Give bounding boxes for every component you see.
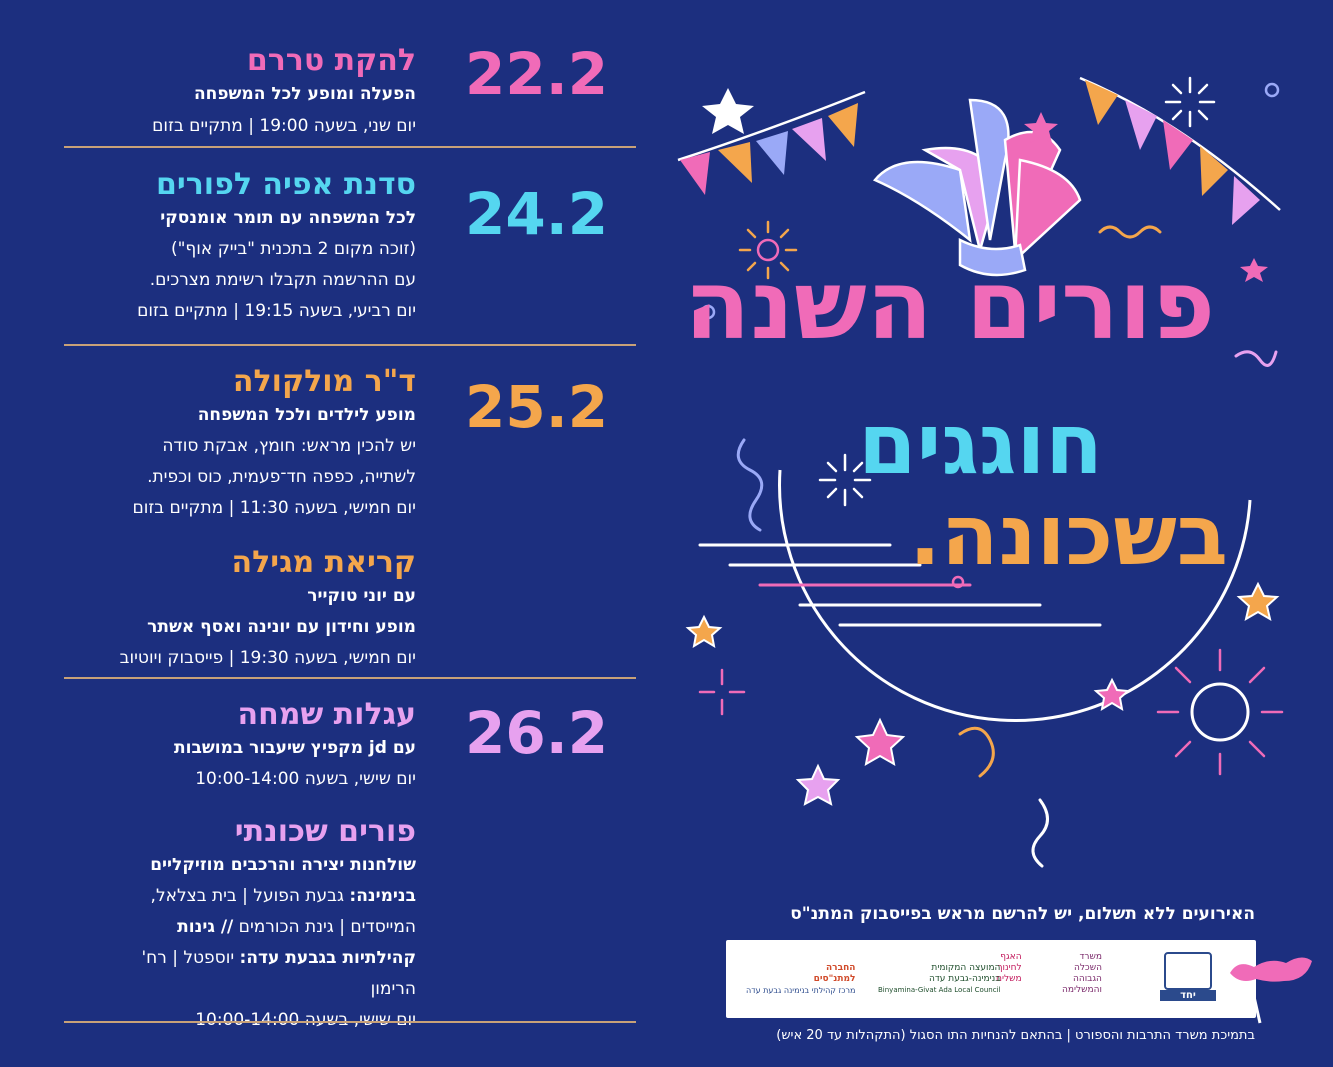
event-title: סדנת אפיה לפורים: [156, 167, 416, 202]
event-date: 22.2: [465, 40, 609, 108]
headline-line-2: חוגגים: [858, 395, 1103, 493]
headline-line-3: בשכונה.: [908, 486, 1228, 584]
event-body: ד"ר מולקולה מופע לילדים ולכל המשפחה יש ל…: [120, 363, 416, 672]
event-subtitle-2a: עם יוני טוקייר: [307, 586, 416, 606]
divider: [64, 146, 636, 148]
headline-line-1: פורים השנה: [684, 249, 1215, 361]
location-text: גבעת הפועל | בית בצלאל,: [150, 886, 350, 906]
event-subtitle: לכל המשפחה עם תומר אומנסקי: [160, 208, 416, 228]
star-icons: [685, 88, 1280, 806]
event-line: יש להכין מראש: חומץ, אבקת סודה: [162, 436, 416, 456]
location-text: יוספטל | רח': [141, 948, 240, 968]
event-subtitle: מופע לילדים ולכל המשפחה: [197, 405, 416, 425]
event-location-givat-ada-2: הרימון: [370, 979, 416, 999]
event-body: עגלות שמחה עם jd מקפיץ שיעבור במושבות יו…: [141, 696, 416, 1034]
event-subtitle: עם jd מקפיץ שיעבור במושבות: [174, 738, 416, 758]
event-date: 26.2: [465, 699, 609, 767]
event-title: ד"ר מולקולה: [232, 364, 416, 399]
bunting-left: [677, 90, 866, 195]
event-time: יום חמישי, בשעה 11:30 | מתקיים בזום: [132, 498, 417, 518]
bunting-right: [1079, 76, 1281, 225]
location-text: המייסדים | גינת הכורמים: [233, 917, 416, 937]
event-body: סדנת אפיה לפורים לכל המשפחה עם תומר אומנ…: [137, 166, 416, 325]
community-center-sub: מרכז קהילתי בנימינה גבעת עדה: [746, 986, 856, 995]
event-title-2: קריאת מגילה: [231, 545, 416, 580]
event-location-binyamina: בנימינה: גבעת הפועל | בית בצלאל,: [141, 882, 416, 910]
council-name-en: Binyamina-Givat Ada Local Council: [878, 986, 1001, 994]
event-location-givat-ada: קהילתיות בגבעת עדה: יוספטל | רח': [141, 944, 416, 972]
location-label: בנימינה:: [349, 886, 416, 906]
location-label: קהילתיות בגבעת עדה:: [239, 948, 416, 968]
divider: [64, 344, 636, 346]
event-time: יום שישי, בשעה 10:00-14:00: [195, 769, 416, 789]
squiggle-decorations: [736, 225, 1278, 868]
logo-higher-education: משרד השכלה הגבוהה והמשלימה: [1062, 952, 1102, 995]
logo-complementary-education: האגף לחינוך משלים: [996, 952, 1022, 984]
community-centers-name: החברה למתנ"סים: [813, 963, 856, 984]
event-body: להקת טררם הפעלה ומופע לכל המשפחה יום שני…: [152, 42, 416, 140]
event-date: 24.2: [465, 180, 609, 248]
event-title: עגלות שמחה: [237, 697, 416, 732]
event-date: 25.2: [465, 373, 609, 441]
event-time-2: יום חמישי, בשעה 19:30 | פייסבוק ויוטיוב: [119, 648, 416, 668]
jester-hat-icon: [872, 98, 1082, 277]
event-time-2: יום שישי, בשעה 10:00-14:00: [195, 1010, 416, 1030]
event-subtitle-2: שולחנות יצירה והרכבים מוזיקליים: [150, 855, 416, 875]
registration-note: האירועים ללא תשלום, יש להרשם מראש בפייסב…: [790, 904, 1255, 924]
divider: [64, 1021, 636, 1023]
event-location-binyamina-2: המייסדים | גינת הכורמים // גינות: [141, 913, 416, 941]
event-title-2: פורים שכונתי: [234, 814, 416, 849]
speed-lines: [698, 543, 1102, 627]
mustache-icon: [1230, 957, 1312, 1024]
divider: [64, 677, 636, 679]
event-line: עם ההרשמה תקבלו רשימת מצרכים.: [149, 270, 416, 290]
event-line: לשתייה, כפפה חד־פעמית, כוס וכפית.: [147, 467, 416, 487]
firework-icons: [698, 76, 1284, 776]
circle-outline: [778, 469, 1252, 722]
event-time: יום שני, בשעה 19:00 | מתקיים בזום: [152, 116, 416, 136]
logo-community-centers: החברה למתנ"סים מרכז קהילתי בנימינה גבעת …: [746, 952, 855, 1006]
logo-yachad: יחד: [1160, 952, 1216, 1006]
council-name: המועצה המקומית בנימינה-גבעת עדה: [929, 963, 1001, 984]
sponsor-logos: יחד משרד השכלה הגבוהה והמשלימה האגף לחינ…: [726, 940, 1256, 1018]
purim-illustration: [677, 76, 1284, 868]
event-subtitle: הפעלה ומופע לכל המשפחה: [194, 84, 416, 104]
footer-note: בתמיכת משרד התרבות והספורט | בהתאם להנחי…: [776, 1028, 1255, 1043]
event-subtitle-2b: מופע וחידון עם יונינה ואסף אשתר: [147, 617, 416, 637]
logo-local-council: המועצה המקומית בנימינה-גבעת עדה Binyamin…: [878, 952, 1000, 1006]
event-line: (זוכה מקום 2 בתכנית "בייק אוף"): [170, 239, 416, 259]
event-time: יום רביעי, בשעה 19:15 | מתקיים בזום: [137, 301, 416, 321]
location-text-bold: // גינות: [177, 917, 234, 937]
event-title: להקת טררם: [246, 43, 416, 78]
